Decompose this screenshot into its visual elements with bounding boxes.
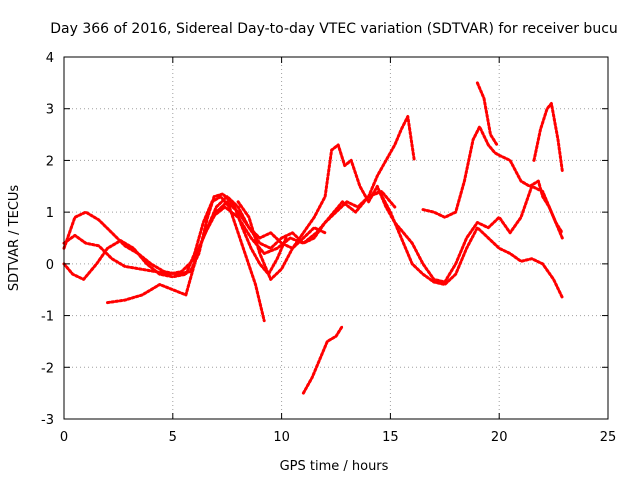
y-axis-label: SDTVAR / TECUs [7, 185, 22, 292]
y-tick-label: 0 [46, 258, 54, 273]
series-line [63, 196, 265, 321]
series-sat-k [301, 324, 344, 395]
series-markers [367, 115, 416, 199]
chart-title: Day 366 of 2016, Sidereal Day-to-day VTE… [50, 21, 618, 37]
y-tick-label: -3 [41, 413, 54, 428]
y-tick-labels: -3 -2 -1 0 1 2 3 4 [41, 51, 54, 428]
series-sat-e [203, 190, 564, 299]
series-sat-g [367, 115, 416, 199]
series-sat-j [532, 102, 564, 173]
data-series [62, 81, 564, 395]
series-line [476, 82, 498, 146]
y-tick-label: 1 [46, 206, 54, 221]
plot-frame [63, 56, 609, 420]
y-tick-label: -1 [41, 310, 54, 325]
x-tick-label: 5 [169, 430, 177, 445]
x-tick-label: 15 [382, 430, 399, 445]
series-sat-f [236, 143, 564, 284]
series-line [302, 325, 344, 394]
series-sat-i [475, 81, 499, 147]
x-axis-label: GPS time / hours [280, 459, 389, 474]
series-line [237, 144, 563, 283]
x-tick-labels: 0 5 10 15 20 25 [60, 430, 616, 445]
y-tick-label: 4 [46, 51, 54, 66]
x-tick-label: 0 [60, 430, 68, 445]
series-markers [203, 190, 564, 299]
series-line [204, 190, 563, 298]
x-tick-label: 10 [273, 430, 290, 445]
axis-ticks [63, 56, 609, 420]
series-sat-b [62, 195, 266, 323]
series-line [368, 115, 415, 197]
y-tick-label: 2 [46, 154, 54, 169]
x-tick-label: 25 [600, 430, 617, 445]
x-tick-label: 20 [491, 430, 508, 445]
y-tick-label: 3 [46, 103, 54, 118]
series-line [533, 102, 563, 171]
grid-lines [64, 57, 608, 419]
series-line [422, 126, 563, 234]
series-sat-h [421, 125, 564, 235]
y-tick-label: -2 [41, 361, 54, 376]
